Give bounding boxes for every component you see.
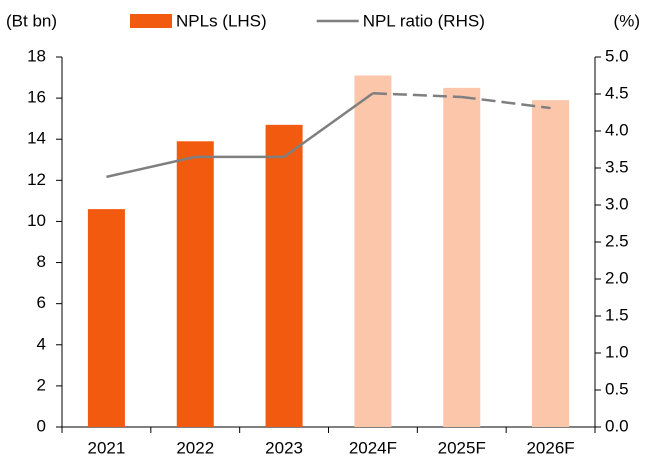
- legend-label: NPL ratio (RHS): [363, 11, 485, 30]
- bar: [354, 75, 392, 427]
- x-tick-label: 2022: [176, 438, 214, 457]
- y-tick-label: 10: [27, 211, 46, 230]
- legend-swatch: [130, 14, 172, 28]
- y2-tick-label: 0.0: [605, 416, 629, 435]
- y-tick-label: 2: [37, 375, 46, 394]
- y-tick-label: 0: [37, 416, 46, 435]
- y-tick-label: 12: [27, 170, 46, 189]
- y-tick-label: 14: [27, 129, 46, 148]
- bar: [443, 87, 481, 427]
- bar: [265, 124, 303, 427]
- line-segment: [106, 155, 196, 179]
- y2-tick-label: 3.5: [605, 157, 629, 176]
- bar: [176, 141, 214, 427]
- x-tick-label: 2025F: [438, 438, 486, 457]
- bar: [532, 100, 570, 428]
- y2-tick-label: 3.0: [605, 194, 629, 213]
- y-tick-label: 8: [37, 252, 46, 271]
- y2-tick-label: 4.5: [605, 83, 629, 102]
- y-axis-label: (Bt bn): [6, 11, 57, 30]
- bar: [87, 209, 125, 427]
- line-segment: [372, 92, 462, 99]
- x-tick-label: 2026F: [526, 438, 574, 457]
- legend-label: NPLs (LHS): [176, 11, 267, 30]
- x-tick-label: 2023: [265, 438, 303, 457]
- y2-tick-label: 0.5: [605, 379, 629, 398]
- y-tick-label: 6: [37, 293, 46, 312]
- y2-tick-label: 4.0: [605, 120, 629, 139]
- y2-tick-label: 2.0: [605, 268, 629, 287]
- x-tick-label: 2021: [88, 438, 126, 457]
- y-tick-label: 4: [37, 334, 46, 353]
- line-segment: [283, 92, 374, 158]
- y2-tick-label: 1.0: [605, 342, 629, 361]
- line-segment: [461, 95, 551, 110]
- y-tick-label: 18: [27, 46, 46, 65]
- y2-tick-label: 5.0: [605, 46, 629, 65]
- y2-tick-label: 1.5: [605, 305, 629, 324]
- x-tick-label: 2024F: [349, 438, 397, 457]
- y-tick-label: 16: [27, 88, 46, 107]
- y2-tick-label: 2.5: [605, 231, 629, 250]
- y2-axis-label: (%): [614, 11, 640, 30]
